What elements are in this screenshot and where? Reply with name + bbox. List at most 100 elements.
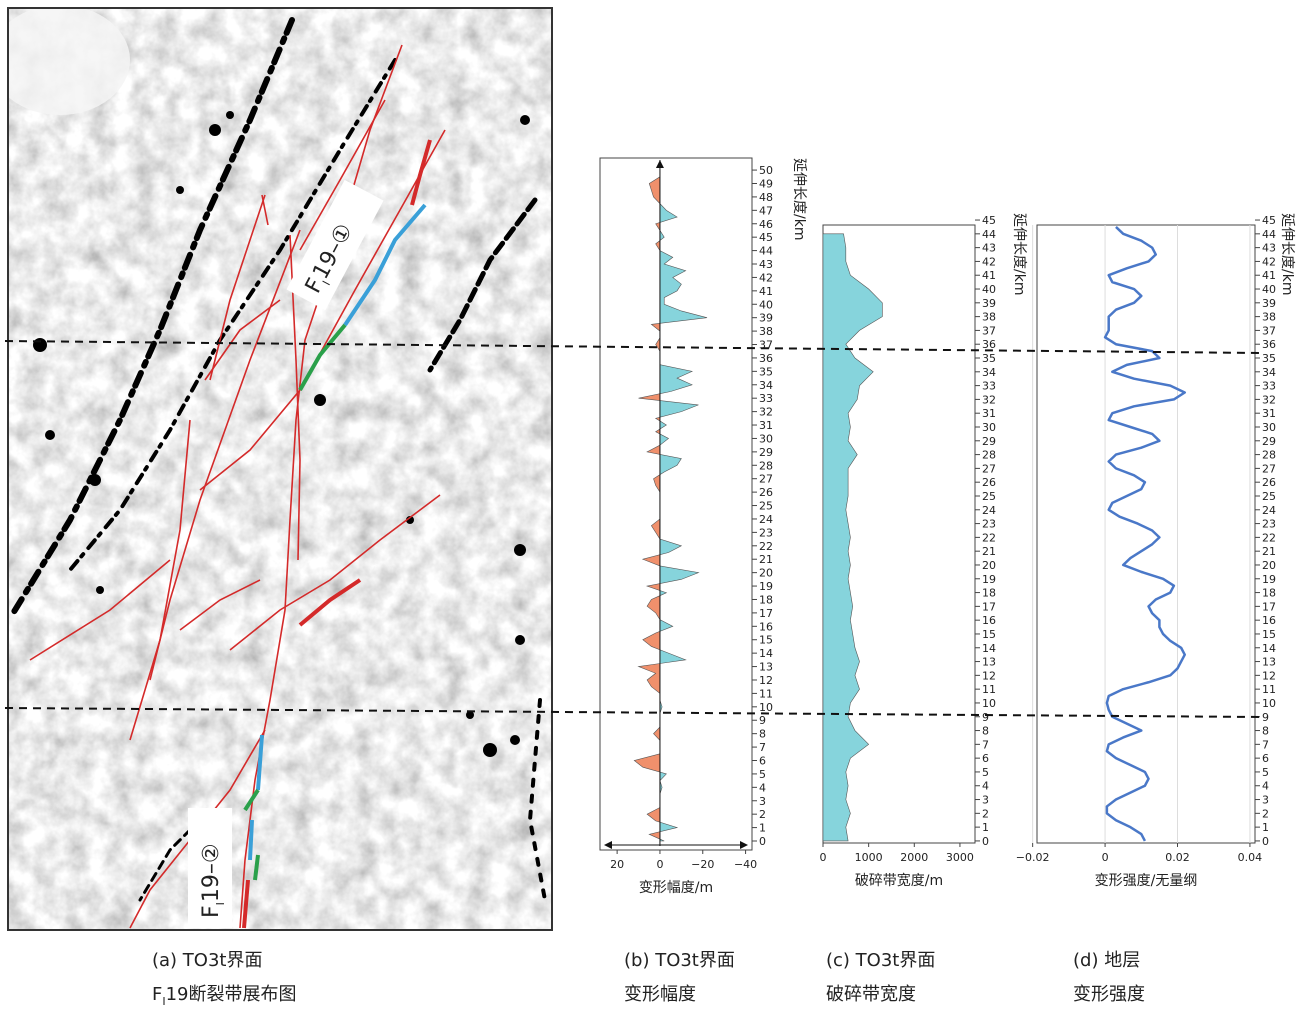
y-tick-label: 49: [759, 177, 773, 190]
y-tick-label: 27: [982, 462, 996, 475]
y-tick-label: 20: [1262, 559, 1276, 572]
fault-segment: [256, 734, 264, 791]
y-tick-label: 11: [982, 683, 996, 696]
y-tick-label: 20: [982, 559, 996, 572]
y-axis-label: 延伸长度/km: [1011, 213, 1027, 295]
chart: 0123456789101112131415161718192021222324…: [820, 213, 1028, 1005]
y-tick-label: 43: [982, 242, 996, 255]
y-tick-label: 29: [759, 446, 773, 459]
y-tick-label: 29: [982, 435, 996, 448]
y-tick-label: 31: [1262, 407, 1276, 420]
y-tick-label: 24: [1262, 504, 1276, 517]
y-tick-label: 5: [759, 768, 766, 781]
fault: [29, 559, 171, 661]
y-tick-label: 47: [759, 204, 773, 217]
y-tick-label: 29: [1262, 435, 1276, 448]
y-tick-label: 9: [1262, 711, 1269, 724]
y-tick-label: 3: [982, 794, 989, 807]
fault: [149, 229, 301, 681]
y-tick-label: 16: [1262, 614, 1276, 627]
fault: [261, 194, 269, 226]
y-tick-label: 3: [759, 795, 766, 808]
y-tick-label: 21: [759, 553, 773, 566]
y-tick-label: 17: [982, 600, 996, 613]
y-tick-label: 22: [1262, 531, 1276, 544]
caption: 变形强度: [1073, 984, 1145, 1005]
y-tick-label: 45: [1262, 214, 1276, 227]
y-tick-label: 3: [1262, 794, 1269, 807]
x-tick-label: −20: [691, 858, 714, 871]
fault-thick: [298, 578, 362, 627]
fault-segment: [298, 323, 347, 391]
label-box: [286, 179, 384, 311]
y-tick-label: 4: [982, 780, 989, 793]
y-tick-label: 6: [1262, 752, 1269, 765]
y-tick-label: 33: [1262, 380, 1276, 393]
y-tick-label: 28: [1262, 449, 1276, 462]
label-sub: I: [320, 279, 333, 288]
y-tick-label: 34: [759, 379, 773, 392]
y-tick-label: 10: [982, 697, 996, 710]
y-tick-label: 35: [1262, 352, 1276, 365]
x-tick-label: 20: [610, 858, 624, 871]
y-tick-label: 7: [759, 741, 766, 754]
y-tick-label: 40: [759, 298, 773, 311]
y-tick-label: 33: [982, 380, 996, 393]
label-part: F: [199, 905, 224, 918]
y-tick-label: 12: [982, 669, 996, 682]
y-tick-label: 13: [982, 656, 996, 669]
y-tick-label: 41: [759, 285, 773, 298]
y-tick-label: 28: [759, 459, 773, 472]
area-pos: [633, 170, 660, 842]
y-tick-label: 17: [1262, 600, 1276, 613]
y-tick-label: 37: [759, 339, 773, 352]
y-tick-label: 11: [759, 687, 773, 700]
y-tick-label: 8: [1262, 725, 1269, 738]
y-tick-label: 13: [1262, 656, 1276, 669]
y-tick-label: 8: [759, 728, 766, 741]
area: [822, 233, 883, 842]
x-tick-label: 0: [656, 858, 663, 871]
x-tick-label: 0: [1102, 851, 1109, 864]
y-tick-label: 27: [759, 473, 773, 486]
y-tick-label: 24: [982, 504, 996, 517]
y-tick-label: 19: [982, 573, 996, 586]
fault-thick: [410, 139, 432, 206]
y-tick-label: 34: [1262, 366, 1276, 379]
y-tick-label: 31: [759, 419, 773, 432]
y-tick-label: 36: [1262, 338, 1276, 351]
y-tick-label: 35: [759, 365, 773, 378]
y-tick-label: 7: [982, 738, 989, 751]
y-tick-label: 9: [759, 714, 766, 727]
map: FI19–① FI19–②: [8, 8, 552, 930]
y-tick-label: 17: [759, 607, 773, 620]
y-tick-label: 38: [759, 325, 773, 338]
axis-arrow: [740, 841, 748, 849]
y-tick-label: 14: [1262, 642, 1276, 655]
y-tick-label: 0: [982, 835, 989, 848]
y-tick-label: 22: [982, 531, 996, 544]
fault: [204, 299, 281, 381]
axis-arrow: [604, 841, 612, 849]
y-tick-label: 38: [982, 311, 996, 324]
blobs: [33, 111, 530, 757]
y-tick-label: 42: [759, 271, 773, 284]
y-tick-label: 42: [1262, 255, 1276, 268]
y-tick-label: 33: [759, 392, 773, 405]
caption-part: F: [152, 984, 162, 1005]
y-tick-label: 26: [1262, 476, 1276, 489]
caption: 变形幅度: [624, 984, 696, 1005]
y-tick-label: 37: [1262, 324, 1276, 337]
fault: [129, 419, 191, 741]
y-tick-label: 25: [1262, 490, 1276, 503]
y-tick-label: 22: [759, 540, 773, 553]
y-tick-label: 36: [759, 352, 773, 365]
caption: 破碎带宽度: [826, 984, 916, 1005]
y-tick-label: 26: [982, 476, 996, 489]
y-tick-label: 23: [759, 526, 773, 539]
y-tick-label: 4: [759, 781, 766, 794]
y-tick-label: 40: [982, 283, 996, 296]
x-tick-label: 2000: [900, 851, 928, 864]
y-tick-label: 10: [759, 701, 773, 714]
